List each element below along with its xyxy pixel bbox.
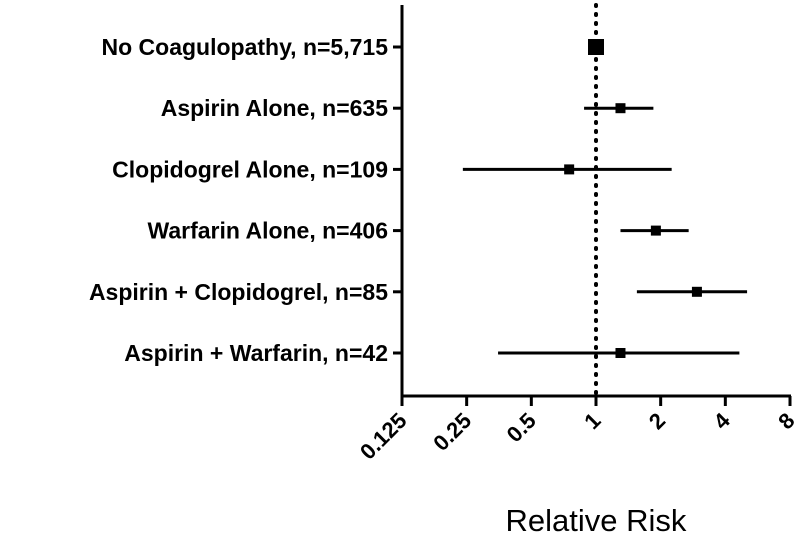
forest-row: Aspirin + Warfarin, n=42	[124, 340, 740, 366]
x-axis-title: Relative Risk	[506, 503, 687, 538]
forest-row: Aspirin Alone, n=635	[161, 95, 654, 121]
rows: No Coagulopathy, n=5,715 Aspirin Alone, n…	[89, 34, 748, 366]
point-estimate	[615, 103, 626, 114]
row-label: Aspirin + Clopidogrel, n=85	[89, 279, 388, 305]
forest-row: Warfarin Alone, n=406	[147, 218, 689, 244]
x-tick-label: 4	[709, 407, 736, 434]
row-label: No Coagulopathy, n=5,715	[102, 34, 389, 60]
point-estimate	[650, 225, 661, 236]
x-tick-label: 0.25	[428, 408, 476, 456]
forest-row: Clopidogrel Alone, n=109	[112, 156, 672, 182]
x-tick-label: 0.5	[502, 408, 541, 447]
row-label: Aspirin + Warfarin, n=42	[124, 340, 388, 366]
row-label: Warfarin Alone, n=406	[147, 218, 388, 244]
x-tick-label: 0.125	[355, 408, 412, 465]
point-estimate	[691, 286, 702, 297]
point-estimate	[615, 348, 626, 358]
point-estimate	[588, 39, 604, 55]
forest-row: No Coagulopathy, n=5,715	[102, 34, 604, 60]
x-tick-label: 8	[773, 408, 799, 434]
point-estimate	[564, 164, 575, 175]
forest-row: Aspirin + Clopidogrel, n=85	[89, 279, 748, 305]
x-tick-label: 2	[644, 408, 670, 434]
x-ticks: 0.125 0.25 0.5 1 2 4 8	[355, 396, 800, 464]
row-label: Clopidogrel Alone, n=109	[112, 156, 388, 182]
row-label: Aspirin Alone, n=635	[161, 95, 389, 121]
x-tick-label: 1	[579, 408, 605, 434]
